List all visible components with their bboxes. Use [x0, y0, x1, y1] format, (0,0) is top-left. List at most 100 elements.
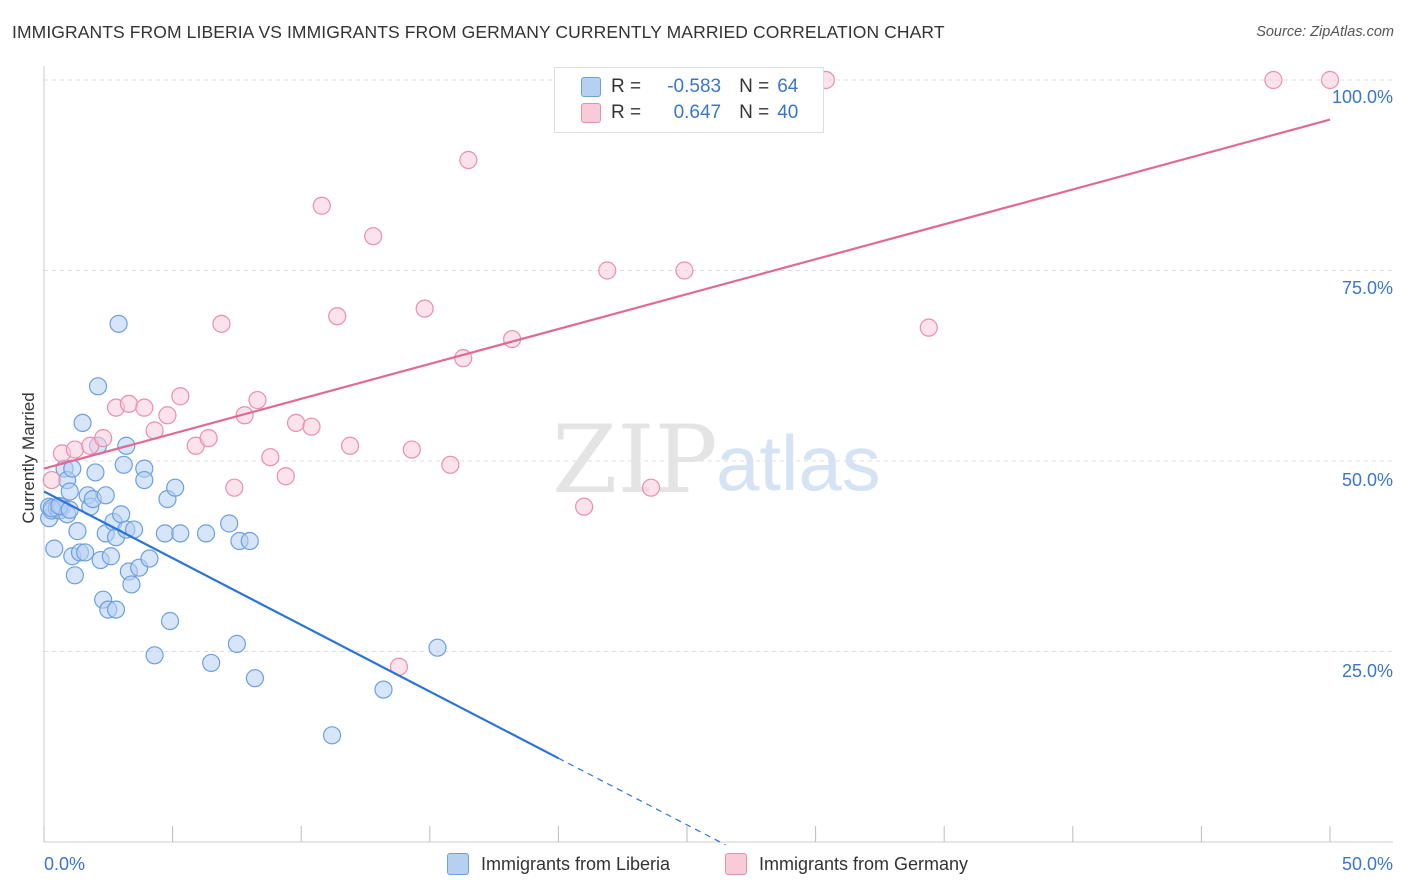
germany-point-24: [364, 227, 383, 246]
germany-point-34: [641, 478, 661, 497]
liberia-point-58: [322, 726, 342, 745]
legend-row-liberia: R = -0.583 N = 64: [555, 74, 798, 100]
germany-swatch: [581, 103, 601, 123]
y-tick-label-25: 25.0%: [1342, 661, 1393, 681]
liberia-point-13: [65, 566, 84, 585]
r-value: -0.583: [667, 76, 722, 97]
liberia-point-43: [135, 470, 154, 490]
n-value: 64: [777, 76, 799, 97]
n-value: 40: [777, 102, 799, 123]
liberia-point-59: [374, 680, 393, 699]
germany-point-30: [459, 150, 478, 170]
liberia-point-52: [202, 653, 221, 673]
liberia-point-54: [227, 634, 246, 653]
germany-point-2: [65, 440, 84, 459]
liberia-point-44: [140, 549, 159, 568]
r-label: R =: [611, 76, 642, 97]
germany-legend-swatch: [725, 853, 747, 875]
germany-point-33: [598, 261, 617, 280]
liberia-point-14: [68, 522, 87, 541]
n-label: N =: [739, 76, 770, 97]
liberia-legend-swatch: [447, 853, 469, 875]
germany-point-38: [1264, 70, 1283, 90]
liberia-point-17: [76, 543, 95, 562]
liberia-point-45: [145, 646, 164, 665]
y-tick-label-75: 75.0%: [1342, 278, 1393, 298]
gridlines: [44, 79, 1393, 652]
germany-point-22: [328, 307, 347, 326]
liberia-swatch: [581, 77, 601, 97]
y-axis-label: Currently Married: [19, 392, 38, 523]
x-tick-label-min: 0.0%: [44, 854, 85, 874]
liberia-point-10: [60, 482, 79, 501]
germany-point-6: [119, 394, 138, 413]
liberia-trend-line: [43, 490, 559, 760]
germany-point-39: [1320, 70, 1340, 90]
germany-point-32: [575, 497, 594, 516]
germany-point-0: [42, 470, 61, 490]
y-tick-label-100: 100.0%: [1332, 87, 1393, 107]
germany-point-19: [286, 413, 306, 432]
watermark-atlas: atlas: [716, 419, 881, 507]
axes: [43, 66, 1393, 843]
liberia-trend-extension: [558, 757, 726, 846]
liberia-point-56: [240, 531, 259, 551]
liberia-point-16: [73, 413, 92, 432]
x-tick-label-max: 50.0%: [1342, 854, 1393, 874]
liberia-point-3: [45, 539, 64, 558]
liberia-point-50: [171, 524, 190, 543]
y-tick-label-50: 50.0%: [1342, 470, 1393, 490]
liberia-point-23: [88, 377, 108, 396]
germany-point-10: [171, 387, 190, 406]
germany-point-23: [340, 436, 360, 455]
germany-point-21: [312, 196, 331, 215]
liberia-point-29: [101, 547, 120, 566]
liberia-point-27: [96, 486, 115, 505]
legend-row-germany: R = 0.647 N = 40: [555, 100, 798, 126]
germany-point-35: [675, 261, 694, 280]
liberia-point-51: [196, 524, 216, 543]
liberia-point-39: [122, 575, 141, 594]
germany-point-13: [212, 314, 231, 333]
germany-point-28: [441, 455, 460, 474]
r-value: 0.647: [673, 102, 722, 123]
liberia-point-49: [166, 478, 185, 497]
liberia-point-35: [114, 455, 133, 474]
n-label: N =: [739, 102, 770, 123]
liberia-point-46: [155, 524, 174, 543]
germany-legend-label: Immigrants from Germany: [759, 853, 969, 874]
liberia-point-34: [112, 505, 131, 524]
series-liberia-points: [40, 314, 447, 745]
liberia-point-60: [428, 638, 447, 657]
germany-point-17: [261, 448, 280, 467]
source-credit: Source: ZipAtlas.com: [1256, 24, 1394, 40]
germany-point-26: [402, 440, 421, 459]
liberia-point-33: [109, 314, 128, 333]
legend-item-germany[interactable]: Immigrants from Germany: [725, 851, 968, 877]
correlation-legend: R = -0.583 N = 64 R = 0.647 N = 40: [554, 67, 824, 133]
chart-title: IMMIGRANTS FROM LIBERIA VS IMMIGRANTS FR…: [12, 22, 945, 42]
germany-point-16: [248, 390, 267, 410]
germany-point-27: [415, 299, 434, 318]
r-label: R =: [611, 102, 642, 123]
germany-point-7: [135, 398, 154, 417]
watermark-zip: ZIP: [552, 406, 718, 515]
liberia-point-57: [245, 669, 265, 688]
liberia-legend-label: Immigrants from Liberia: [481, 853, 671, 874]
germany-point-37: [919, 318, 938, 337]
germany-point-12: [199, 429, 218, 448]
germany-point-14: [225, 478, 244, 497]
germany-trend-line: [43, 118, 1331, 470]
germany-point-4: [94, 429, 113, 448]
liberia-point-53: [220, 514, 239, 533]
trend-lines: [43, 118, 1331, 846]
germany-point-20: [302, 417, 321, 436]
liberia-point-48: [160, 611, 180, 631]
series-germany-points: [42, 70, 1340, 676]
liberia-point-21: [86, 463, 105, 482]
germany-point-9: [158, 406, 177, 425]
germany-point-18: [276, 467, 295, 486]
liberia-point-31: [106, 600, 126, 619]
legend-item-liberia[interactable]: Immigrants from Liberia: [447, 851, 670, 877]
